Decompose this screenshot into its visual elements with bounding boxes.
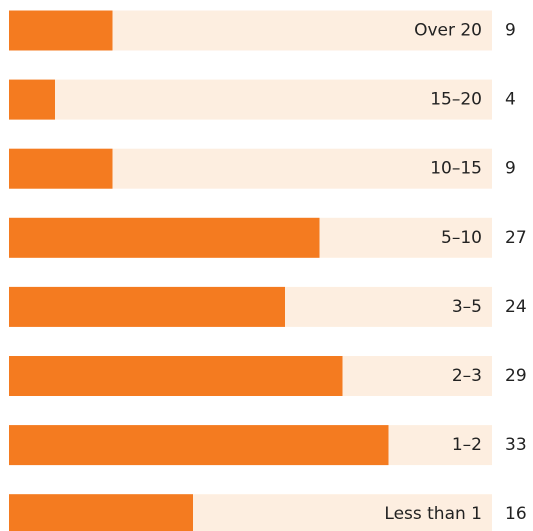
category-label: 15–20 bbox=[430, 90, 482, 110]
bar bbox=[9, 79, 55, 120]
category-label: 1–2 bbox=[452, 435, 482, 455]
value-label: 24 bbox=[505, 297, 527, 317]
bar bbox=[9, 217, 320, 258]
value-label: 9 bbox=[505, 159, 516, 179]
value-label: 27 bbox=[505, 228, 527, 248]
value-label: 4 bbox=[505, 90, 516, 110]
bar bbox=[9, 148, 113, 189]
value-label: 29 bbox=[505, 366, 527, 386]
category-label: 10–15 bbox=[430, 159, 482, 179]
category-label: Less than 1 bbox=[384, 504, 482, 524]
category-label: 3–5 bbox=[452, 297, 482, 317]
bar bbox=[9, 10, 113, 51]
category-label: Over 20 bbox=[414, 21, 482, 41]
bar-track bbox=[9, 79, 492, 120]
bar bbox=[9, 356, 343, 396]
value-label: 33 bbox=[505, 435, 527, 455]
category-label: 5–10 bbox=[441, 228, 482, 248]
value-label: 9 bbox=[505, 21, 516, 41]
bar bbox=[9, 425, 389, 466]
bar bbox=[9, 494, 193, 531]
category-label: 2–3 bbox=[452, 366, 482, 386]
value-label: 16 bbox=[505, 504, 527, 524]
bar bbox=[9, 286, 285, 327]
